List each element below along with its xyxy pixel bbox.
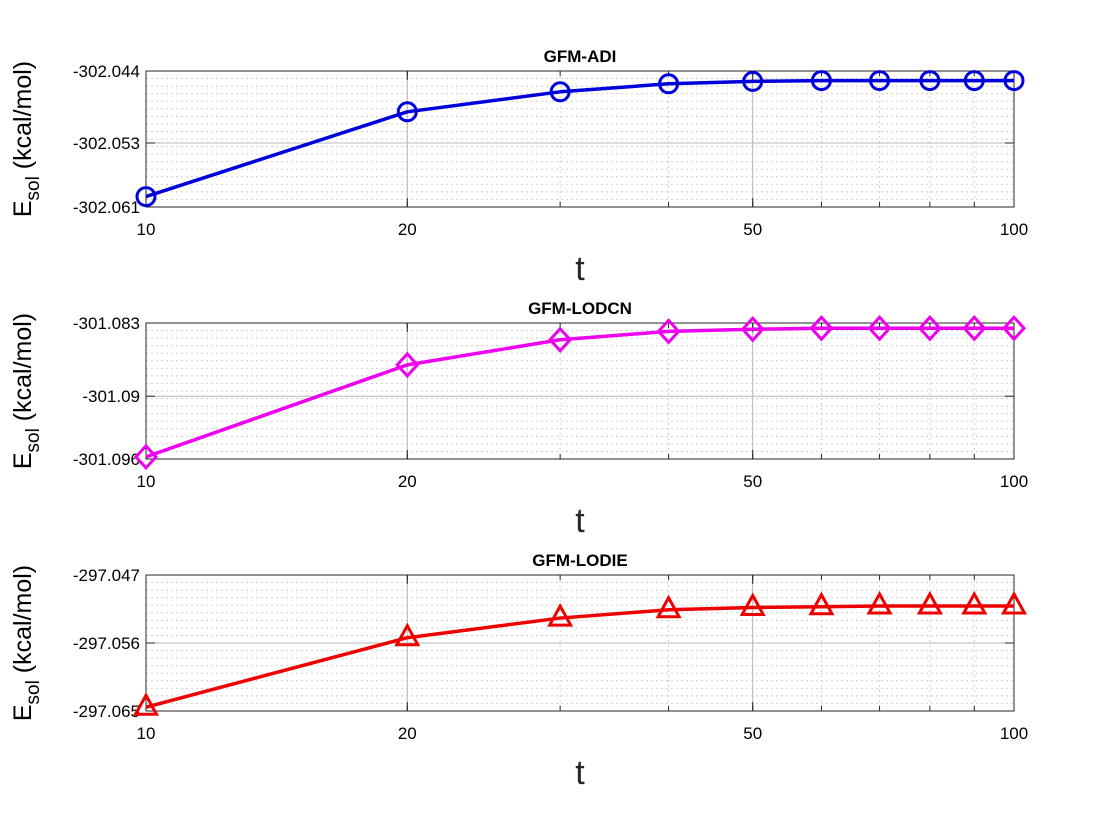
- plot-area: [146, 71, 1014, 207]
- chart-title: GFM-LODCN: [528, 299, 632, 318]
- x-axis-label: t: [575, 754, 585, 792]
- y-axis-label: Esol (kcal/mol): [9, 61, 44, 217]
- panel-1: 10 20 50 100 -302.044 -302.053 -302.061 GFM-ADI…: [9, 47, 1028, 288]
- data-point-diamond: [656, 318, 681, 345]
- data-point-triangle: [132, 692, 160, 716]
- data-point-diamond: [548, 326, 573, 353]
- data-point-circle: [742, 70, 764, 92]
- y-tick-label: -297.056: [73, 634, 140, 653]
- x-tick-label: 100: [1000, 220, 1028, 239]
- y-tick-label: -297.065: [73, 702, 140, 721]
- data-point-diamond: [809, 315, 834, 342]
- x-tick-label: 10: [137, 724, 156, 743]
- y-axis-label: Esol (kcal/mol): [9, 565, 44, 721]
- data-point-triangle: [547, 602, 574, 627]
- x-tick-label: 20: [398, 724, 417, 743]
- y-tick-label: -297.047: [73, 566, 140, 585]
- y-axis-label-main: E: [9, 704, 37, 721]
- y-tick-label: -301.096: [73, 450, 140, 469]
- y-axis-label-units: (kcal/mol): [9, 565, 37, 680]
- y-axis-label-units: (kcal/mol): [9, 313, 37, 428]
- y-axis-label: Esol (kcal/mol): [9, 313, 44, 469]
- data-point-diamond: [740, 316, 765, 343]
- y-axis-label-main: E: [9, 452, 37, 469]
- y-axis-label-sub: sol: [23, 176, 44, 200]
- data-point-circle: [963, 70, 985, 92]
- data-point-triangle: [916, 590, 943, 615]
- data-point-triangle: [1000, 590, 1028, 615]
- x-tick-label: 50: [743, 220, 762, 239]
- y-tick-label: -302.061: [73, 198, 140, 217]
- data-point-circle: [919, 70, 941, 92]
- plot-area: [146, 323, 1014, 459]
- data-point-triangle: [961, 590, 988, 615]
- data-point-triangle: [739, 592, 766, 616]
- panel-2: 10 20 50 100 -301.083 -301.09 -301.096 GFM-LODC…: [9, 299, 1028, 540]
- series-line: [145, 326, 1014, 459]
- data-point-circle: [1003, 70, 1025, 92]
- data-point-circle: [135, 186, 157, 208]
- x-tick-label: 10: [137, 220, 156, 239]
- data-point-circle: [869, 70, 891, 92]
- major-grid: [146, 71, 1014, 207]
- axes-box: [145, 70, 1015, 208]
- x-tick-label: 100: [1000, 472, 1028, 491]
- data-point-triangle: [655, 594, 682, 619]
- major-grid: [146, 323, 1014, 459]
- chart-title: GFM-ADI: [544, 47, 617, 66]
- x-axis-label: t: [575, 502, 585, 540]
- y-tick-label: -301.083: [73, 314, 140, 333]
- series-line: [145, 78, 1014, 199]
- data-point-triangle: [866, 590, 893, 615]
- chart-title: GFM-LODIE: [532, 551, 627, 570]
- x-axis-label: t: [575, 250, 585, 288]
- data-point-diamond: [962, 315, 987, 342]
- data-point-circle: [658, 73, 680, 95]
- data-point-triangle: [394, 622, 421, 647]
- panel-3: 10 20 50 100 -297.047 -297.056 -297.065 GFM-LOD…: [9, 551, 1028, 792]
- data-point-triangle: [808, 591, 835, 616]
- y-axis-label-main: E: [9, 200, 37, 217]
- data-point-circle: [810, 70, 832, 92]
- series-line: [145, 604, 1014, 709]
- y-tick-label: -301.09: [82, 387, 140, 406]
- data-point-diamond: [1001, 315, 1027, 342]
- x-tick-label: 10: [137, 472, 156, 491]
- data-point-circle: [549, 81, 571, 103]
- x-tick-label: 100: [1000, 724, 1028, 743]
- y-axis-label-sub: sol: [23, 428, 44, 452]
- y-tick-label: -302.044: [73, 62, 140, 81]
- axes-box: [145, 322, 1015, 460]
- y-tick-label: -302.053: [73, 134, 140, 153]
- data-point-diamond: [133, 443, 159, 471]
- data-point-circle: [396, 101, 418, 123]
- x-tick-label: 20: [398, 472, 417, 491]
- y-axis-label-sub: sol: [23, 680, 44, 704]
- data-point-diamond: [917, 315, 942, 342]
- data-point-diamond: [867, 315, 892, 342]
- data-point-diamond: [395, 351, 420, 379]
- x-tick-label: 20: [398, 220, 417, 239]
- x-tick-label: 50: [743, 472, 762, 491]
- y-axis-label-units: (kcal/mol): [9, 61, 37, 176]
- x-tick-label: 50: [743, 724, 762, 743]
